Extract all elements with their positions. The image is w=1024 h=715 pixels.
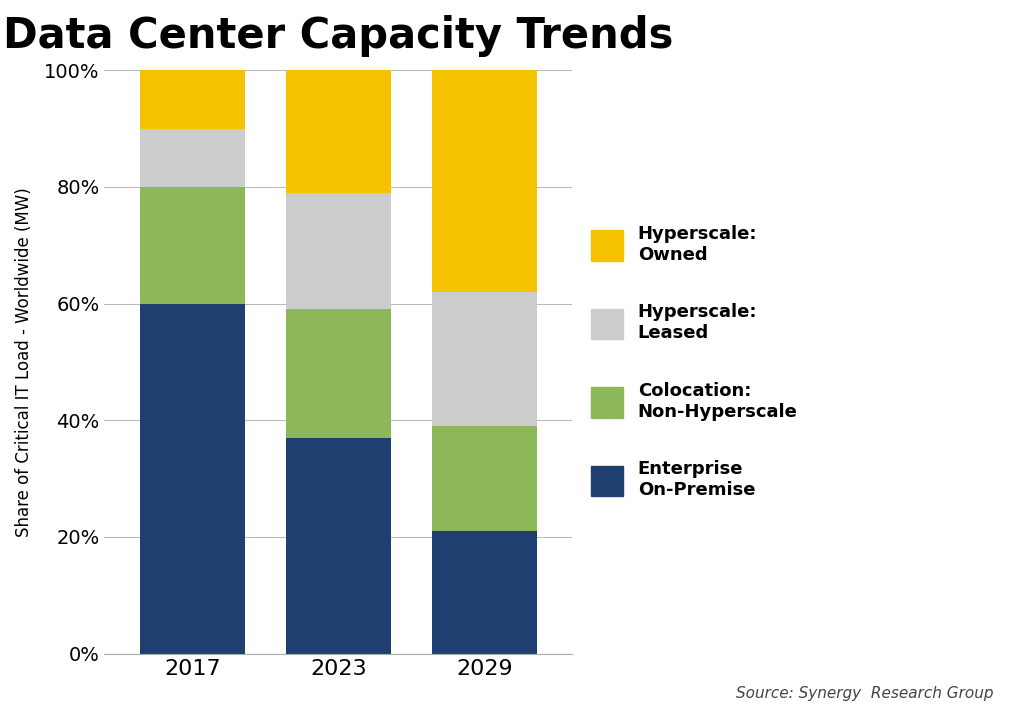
Bar: [432, 292, 538, 426]
Title: Data Center Capacity Trends: Data Center Capacity Trends: [3, 15, 674, 57]
Bar: [139, 129, 245, 187]
Bar: [139, 70, 245, 129]
Bar: [432, 70, 538, 292]
Text: Source: Synergy  Research Group: Source: Synergy Research Group: [736, 686, 993, 701]
Bar: [286, 310, 391, 438]
Bar: [432, 531, 538, 654]
Bar: [286, 193, 391, 310]
Bar: [139, 187, 245, 304]
Bar: [139, 304, 245, 654]
Y-axis label: Share of Critical IT Load - Worldwide (MW): Share of Critical IT Load - Worldwide (M…: [15, 187, 33, 537]
Bar: [432, 426, 538, 531]
Legend: Hyperscale:
Owned, Hyperscale:
Leased, Colocation:
Non-Hyperscale, Enterprise
On: Hyperscale: Owned, Hyperscale: Leased, C…: [591, 225, 798, 499]
Bar: [286, 70, 391, 193]
Bar: [286, 438, 391, 654]
